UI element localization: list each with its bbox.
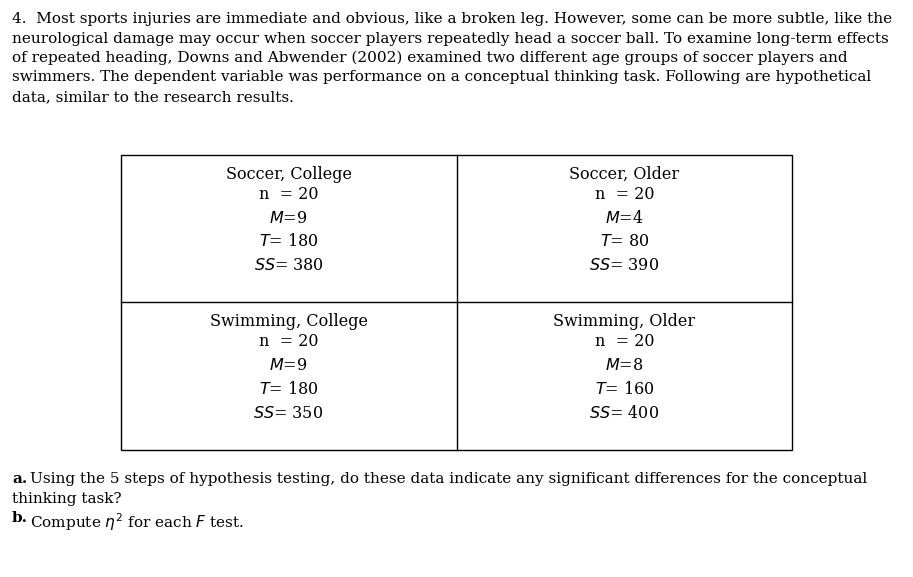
Text: 4.  Most sports injuries are immediate and obvious, like a broken leg. However, : 4. Most sports injuries are immediate an… bbox=[12, 12, 892, 26]
Text: $\mathit{M}$=4: $\mathit{M}$=4 bbox=[605, 209, 644, 227]
Text: n  = 20: n = 20 bbox=[258, 186, 319, 203]
Text: $\mathit{M}$=9: $\mathit{M}$=9 bbox=[269, 357, 308, 374]
Text: a.: a. bbox=[12, 472, 27, 486]
Text: $\mathit{T}$= 180: $\mathit{T}$= 180 bbox=[258, 381, 319, 398]
Text: b.: b. bbox=[12, 511, 28, 525]
Text: $\mathit{SS}$= 380: $\mathit{SS}$= 380 bbox=[254, 257, 323, 273]
Text: neurological damage may occur when soccer players repeatedly head a soccer ball.: neurological damage may occur when socce… bbox=[12, 32, 888, 46]
Text: Compute $\eta^2$ for each $\mathit{F}$ test.: Compute $\eta^2$ for each $\mathit{F}$ t… bbox=[30, 511, 244, 533]
Text: $\mathit{T}$= 160: $\mathit{T}$= 160 bbox=[594, 381, 655, 398]
Text: swimmers. The dependent variable was performance on a conceptual thinking task. : swimmers. The dependent variable was per… bbox=[12, 70, 871, 84]
Text: thinking task?: thinking task? bbox=[12, 492, 121, 505]
Text: $\mathit{SS}$= 350: $\mathit{SS}$= 350 bbox=[254, 404, 323, 422]
Text: $\mathit{SS}$= 390: $\mathit{SS}$= 390 bbox=[590, 257, 659, 273]
Text: $\mathit{SS}$= 400: $\mathit{SS}$= 400 bbox=[590, 404, 659, 422]
Text: data, similar to the research results.: data, similar to the research results. bbox=[12, 90, 294, 104]
Text: Swimming, College: Swimming, College bbox=[209, 313, 368, 329]
Text: n  = 20: n = 20 bbox=[594, 186, 655, 203]
Text: of repeated heading, Downs and Abwender (2002) examined two different age groups: of repeated heading, Downs and Abwender … bbox=[12, 51, 847, 65]
Text: Soccer, College: Soccer, College bbox=[226, 166, 352, 182]
Text: Swimming, Older: Swimming, Older bbox=[553, 313, 696, 329]
Text: $\mathit{T}$= 80: $\mathit{T}$= 80 bbox=[600, 233, 649, 250]
Text: Using the 5 steps of hypothesis testing, do these data indicate any significant : Using the 5 steps of hypothesis testing,… bbox=[30, 472, 867, 486]
Bar bbox=[121, 155, 792, 450]
Text: Soccer, Older: Soccer, Older bbox=[570, 166, 679, 182]
Text: n  = 20: n = 20 bbox=[594, 334, 655, 350]
Text: $\mathit{M}$=9: $\mathit{M}$=9 bbox=[269, 209, 308, 227]
Text: $\mathit{T}$= 180: $\mathit{T}$= 180 bbox=[258, 233, 319, 250]
Text: n  = 20: n = 20 bbox=[258, 334, 319, 350]
Text: $\mathit{M}$=8: $\mathit{M}$=8 bbox=[605, 357, 644, 374]
